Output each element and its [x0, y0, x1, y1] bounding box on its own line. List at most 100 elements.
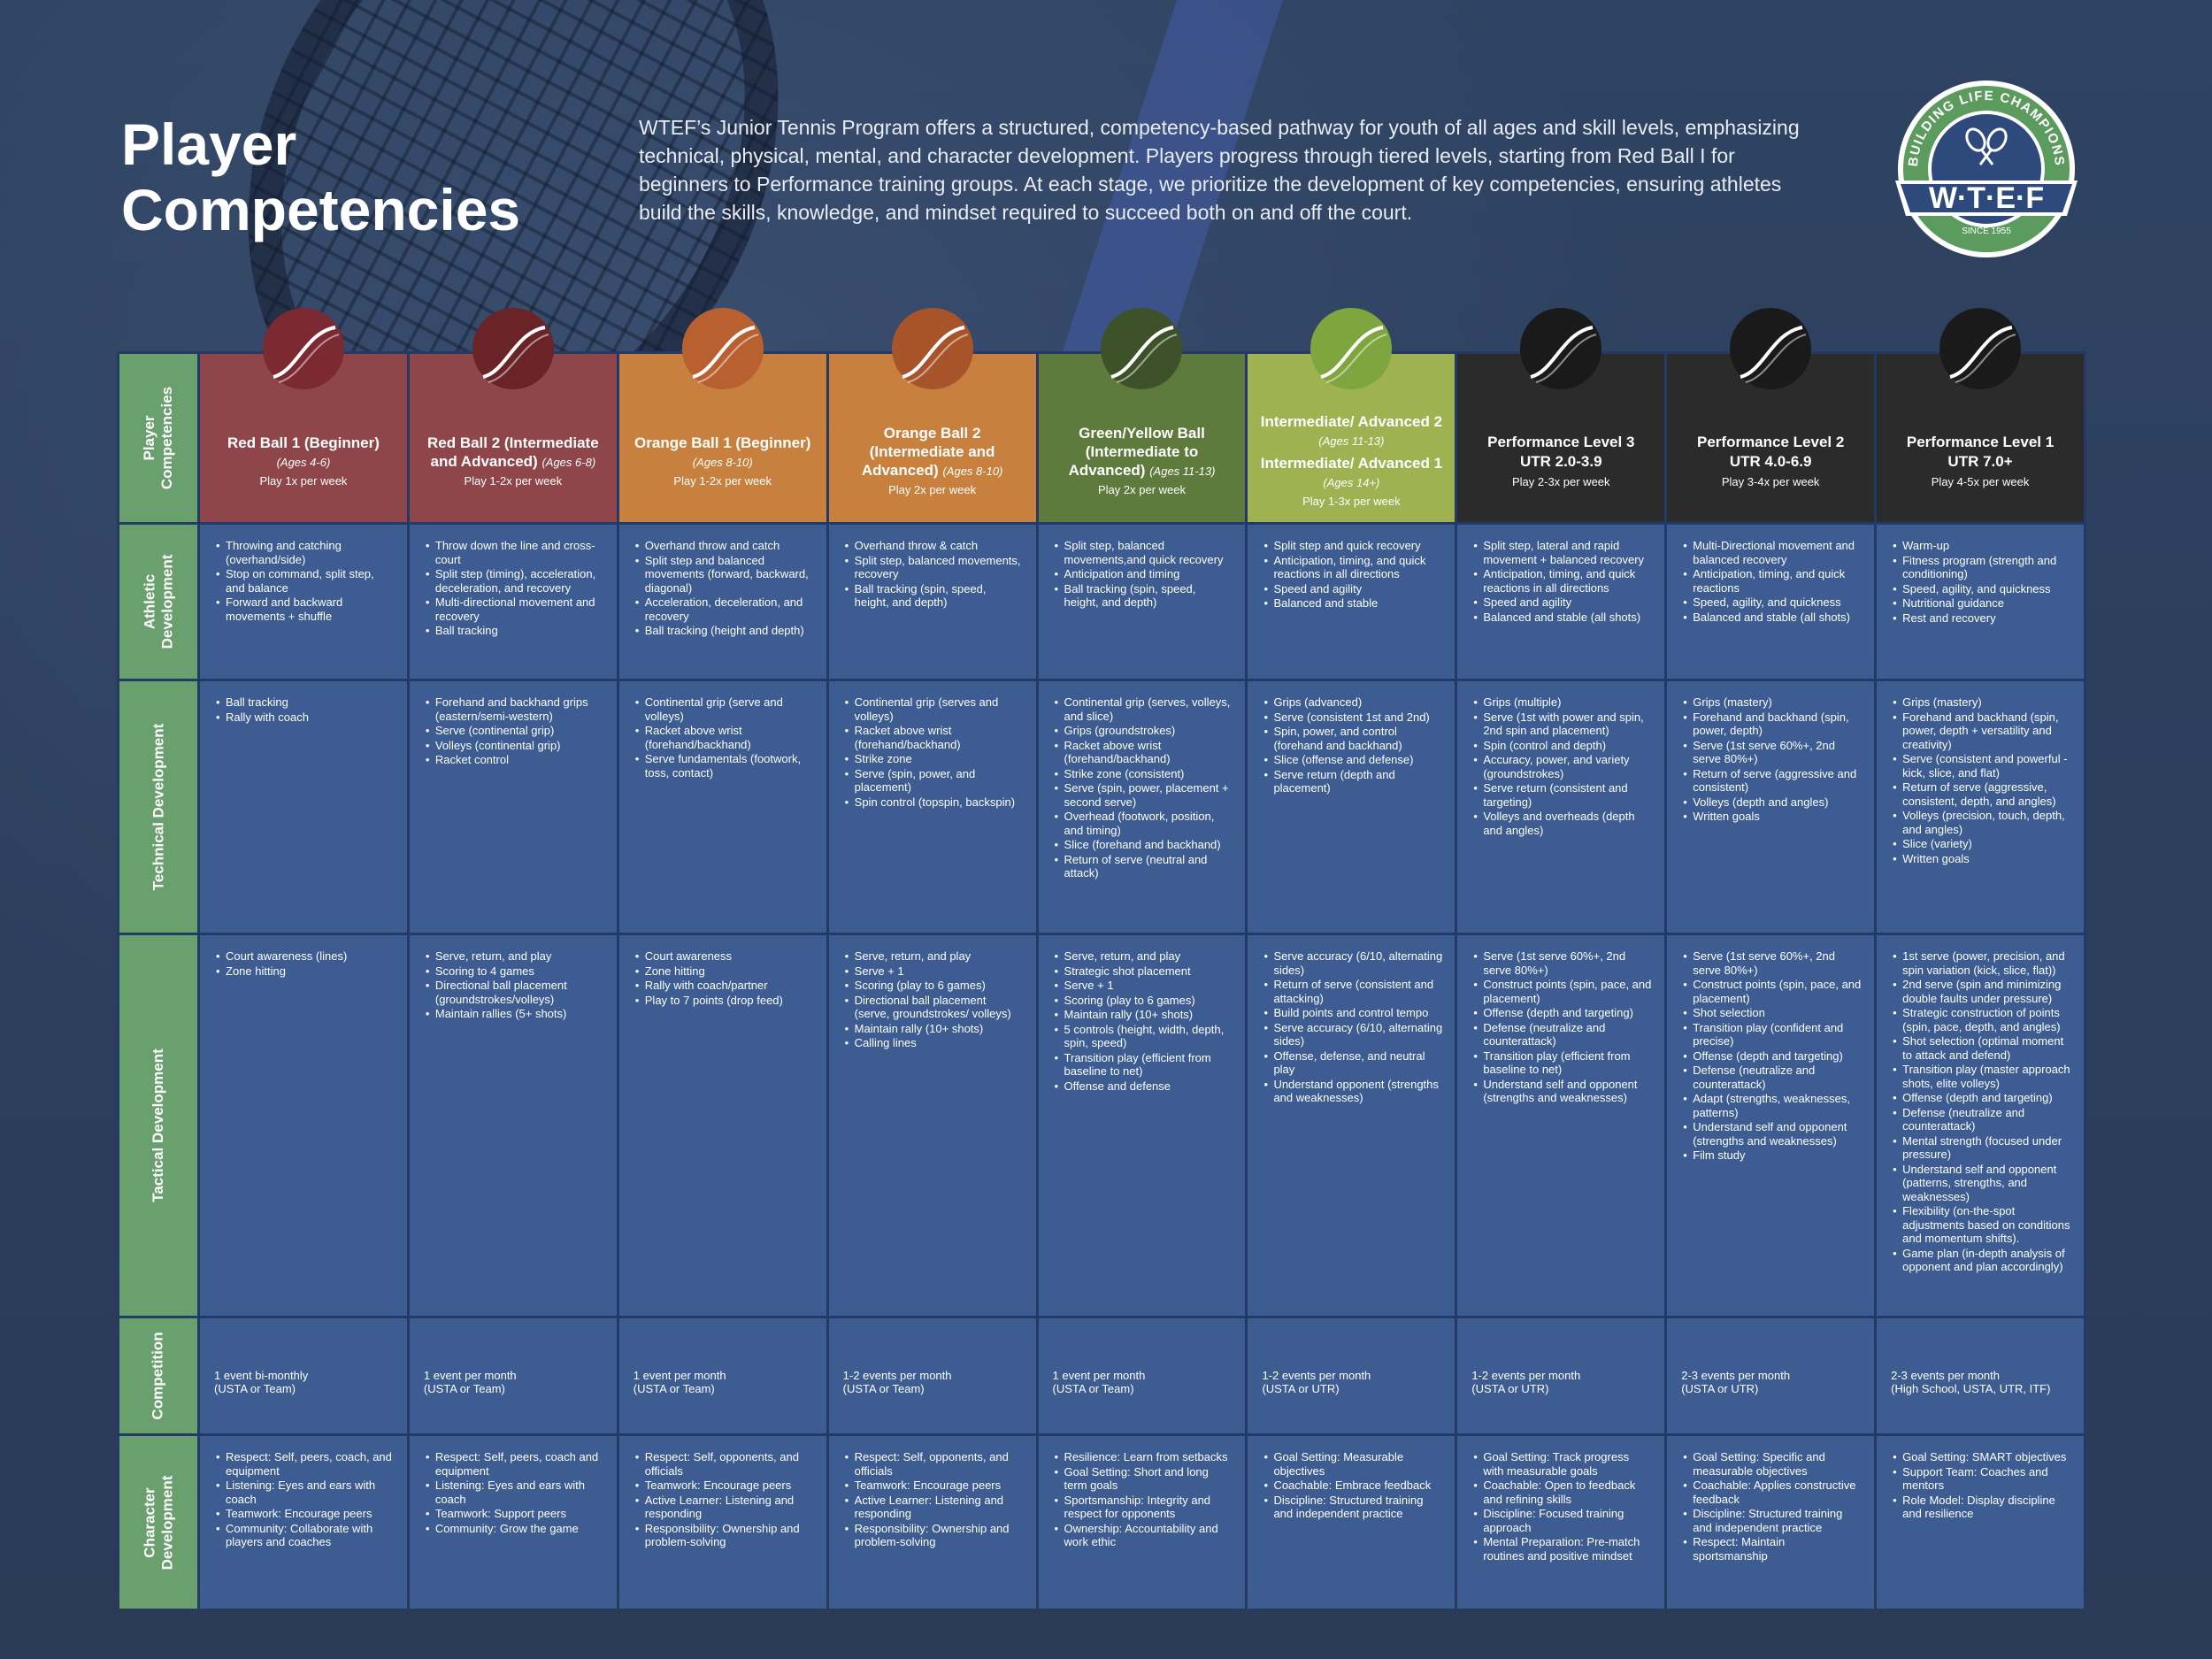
list-item: Defense (neutralize and counterattack) — [1891, 1106, 2071, 1133]
row-label-competition: Competition — [119, 1318, 197, 1433]
list-item: Slice (offense and defense) — [1262, 753, 1442, 767]
list-item: Written goals — [1681, 810, 1862, 824]
list-item: Split step (timing), acceleration, decel… — [424, 567, 604, 595]
technical-list: Grips (mastery)Forehand and backhand (sp… — [1681, 695, 1862, 824]
list-item: Calling lines — [843, 1036, 1024, 1050]
level-name-text: Red Ball 2 (Intermediate and Advanced) — [426, 434, 599, 470]
tactical-list: Serve, return, and playScoring to 4 game… — [424, 949, 604, 1021]
list-item: Community: Collaborate with players and … — [214, 1522, 395, 1549]
list-item: Warm-up — [1891, 539, 2071, 553]
level-age: (Ages 8-10) — [692, 455, 753, 469]
list-item: Grips (mastery) — [1681, 695, 1862, 710]
list-item: Stop on command, split step, and balance — [214, 567, 395, 595]
athletic-cell: Warm-upFitness program (strength and con… — [1877, 525, 2084, 679]
level-frequency: Play 1-2x per week — [673, 473, 772, 488]
character-list: Goal Setting: Specific and measurable ob… — [1681, 1450, 1862, 1563]
list-item: Split step, lateral and rapid movement +… — [1471, 539, 1652, 566]
row-label-text: Technical Development — [150, 723, 167, 891]
list-item: Scoring to 4 games — [424, 964, 604, 979]
character-cell: Goal Setting: Specific and measurable ob… — [1667, 1436, 1875, 1609]
technical-cell: Continental grip (serves, volleys, and s… — [1038, 681, 1246, 933]
list-item: Speed and agility — [1262, 582, 1442, 596]
list-item: Understand self and opponent (strengths … — [1681, 1120, 1862, 1148]
list-item: Scoring (play to 6 games) — [843, 979, 1024, 993]
athletic-list: Split step, balanced movements,and quick… — [1053, 539, 1233, 610]
athletic-list: Throw down the line and cross-courtSplit… — [424, 539, 604, 638]
list-item: Continental grip (serve and volleys) — [634, 695, 814, 723]
athletic-cell: Throw down the line and cross-courtSplit… — [409, 525, 617, 679]
list-item: Grips (groundstrokes) — [1053, 724, 1233, 738]
list-item: Overhead (footwork, position, and timing… — [1053, 810, 1233, 837]
list-item: Anticipation, timing, and quick reaction… — [1471, 567, 1652, 595]
level-frequency: Play 3-4x per week — [1721, 474, 1820, 488]
list-item: Teamwork: Support peers — [424, 1507, 604, 1521]
level-name: Orange Ball 1 (Beginner) (Ages 8-10) — [626, 434, 819, 472]
list-item: Coachable: Applies constructive feedback — [1681, 1479, 1862, 1506]
list-item: Adapt (strengths, weaknesses, patterns) — [1681, 1092, 1862, 1119]
list-item: Racket control — [424, 753, 604, 767]
list-item: Grips (multiple) — [1471, 695, 1652, 710]
athletic-list: Warm-upFitness program (strength and con… — [1891, 539, 2071, 625]
level-age: (Ages 4-6) — [276, 455, 331, 469]
competition-cell: 1 event per month (USTA or Team) — [1038, 1318, 1246, 1433]
tactical-list: Court awareness (lines)Zone hitting — [214, 949, 395, 978]
tactical-list: Serve, return, and playStrategic shot pl… — [1053, 949, 1233, 1093]
competition-cell: 1-2 events per month (USTA or UTR) — [1457, 1318, 1665, 1433]
character-cell: Respect: Self, peers, coach and equipmen… — [409, 1436, 617, 1609]
list-item: Spin (control and depth) — [1471, 739, 1652, 753]
character-cell: Respect: Self, opponents, and officialsT… — [828, 1436, 1036, 1609]
row-label-tactical: Tactical Development — [119, 935, 197, 1316]
list-item: Strike zone (consistent) — [1053, 767, 1233, 781]
list-item: Respect: Maintain sportsmanship — [1681, 1535, 1862, 1563]
tennis-ball-icon — [261, 306, 346, 391]
tennis-ball-icon — [1728, 306, 1813, 391]
list-item: Balanced and stable (all shots) — [1681, 611, 1862, 625]
list-item: Strategic construction of points (spin, … — [1891, 1006, 2071, 1033]
list-item: Split step, balanced movements, recovery — [843, 554, 1024, 581]
level-frequency: Play 4-5x per week — [1931, 474, 2030, 488]
list-item: Return of serve (aggressive, consistent,… — [1891, 780, 2071, 808]
list-item: Forward and backward movements + shuffle — [214, 595, 395, 623]
level-name: Performance Level 2 — [1697, 433, 1844, 451]
competition-text: 1-2 events per month (USTA or Team) — [843, 1369, 952, 1396]
athletic-list: Overhand throw and catchSplit step and b… — [634, 539, 814, 638]
technical-cell: Grips (mastery)Forehand and backhand (sp… — [1667, 681, 1875, 933]
list-item: Return of serve (consistent and attackin… — [1262, 978, 1442, 1005]
technical-cell: Continental grip (serve and volleys)Rack… — [618, 681, 826, 933]
level-utr: UTR 7.0+ — [1947, 452, 2013, 470]
technical-list: Forehand and backhand grips (eastern/sem… — [424, 695, 604, 767]
list-item: Spin control (topspin, backspin) — [843, 795, 1024, 810]
level-age: (Ages 8-10) — [942, 465, 1003, 478]
competition-text: 2-3 events per month (High School, USTA, … — [1891, 1369, 2050, 1396]
competition-line: (High School, USTA, UTR, ITF) — [1891, 1382, 2051, 1395]
list-item: Ball tracking — [214, 695, 395, 710]
list-item: Written goals — [1891, 852, 2071, 866]
level-frequency: Play 2x per week — [1097, 483, 1186, 496]
competition-cell: 1 event per month (USTA or Team) — [409, 1318, 617, 1433]
athletic-cell: Overhand throw and catchSplit step and b… — [618, 525, 826, 679]
level-age: (Ages 11-13) — [1318, 434, 1385, 448]
list-item: Racket above wrist (forehand/backhand) — [843, 724, 1024, 751]
competition-line: 1-2 events per month — [842, 1368, 952, 1382]
list-item: Throwing and catching (overhand/side) — [214, 539, 395, 566]
competition-line: (USTA or Team) — [423, 1382, 505, 1395]
level-frequency: Play 1x per week — [259, 473, 348, 488]
list-item: Fitness program (strength and conditioni… — [1891, 554, 2071, 581]
level-name-text: Orange Ball 1 (Beginner) — [634, 434, 811, 451]
competition-line: 1 event bi-monthly — [214, 1368, 309, 1382]
row-label-text: Player Competencies — [141, 386, 176, 490]
list-item: Shot selection (optimal moment to attack… — [1891, 1034, 2071, 1062]
technical-cell: Forehand and backhand grips (eastern/sem… — [409, 681, 617, 933]
row-label-competencies: Player Competencies — [119, 354, 197, 522]
level-frequency: Play 2-3x per week — [1511, 474, 1610, 488]
list-item: Listening: Eyes and ears with coach — [214, 1479, 395, 1506]
list-item: Rally with coach/partner — [634, 979, 814, 993]
list-item: Maintain rally (10+ shots) — [1053, 1008, 1233, 1022]
level-name: Intermediate/ Advanced 2 (Ages 11-13) — [1255, 412, 1448, 450]
athletic-list: Overhand throw & catchSplit step, balanc… — [843, 539, 1024, 610]
level-header: Performance Level 1 UTR 7.0+ Play 4-5x per… — [1877, 308, 2084, 522]
list-item: Respect: Self, opponents, and officials — [634, 1450, 814, 1478]
list-item: Transition play (confident and precise) — [1681, 1021, 1862, 1048]
list-item: Transition play (master approach shots, … — [1891, 1063, 2071, 1090]
level-name-text: Orange Ball 2 (Intermediate and Advanced… — [861, 425, 995, 479]
